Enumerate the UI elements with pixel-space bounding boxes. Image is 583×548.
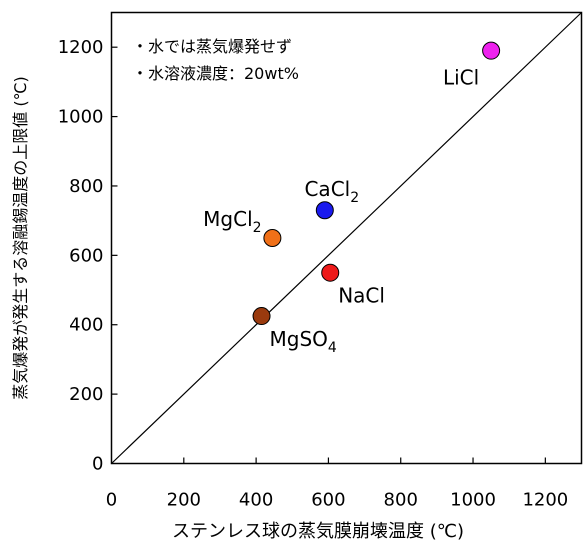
y-axis-ticks: 0 200 400 600 800 1000 1200 [58,37,118,474]
x-tick-label: 1000 [450,490,496,511]
data-point [322,264,339,281]
point-label-text: LiCl [443,66,479,90]
point-label-text: MgSO [270,327,328,351]
annotation-line: ・水溶液濃度：20wt% [132,64,299,83]
point-label-text: NaCl [338,284,385,308]
annotation-line: ・水では蒸気爆発せず [132,37,292,56]
y-axis-label: 蒸気爆発が発生する溶融錫温度の上限値 (℃) [11,76,30,400]
x-tick-label: 800 [384,490,418,511]
point-label-text: MgCl [203,207,252,231]
data-point [253,308,270,325]
x-axis-label: ステンレス球の蒸気膜崩壊温度 (℃) [172,521,464,542]
x-axis-ticks: 0 200 400 600 800 1000 1200 [106,458,568,511]
data-point [316,202,333,219]
point-label: LiCl [443,66,479,90]
x-tick-label: 600 [311,490,345,511]
point-label: CaCl2 [304,177,359,206]
y-tick-label: 800 [69,176,103,197]
x-tick-label: 1200 [522,490,568,511]
y-tick-label: 1200 [58,37,104,58]
x-tick-label: 400 [239,490,273,511]
annotation-box: ・水では蒸気爆発せず・水溶液濃度：20wt% [132,37,299,83]
point-label: NaCl [338,284,385,308]
point-label-text: CaCl [304,177,350,201]
point-label: MgSO4 [270,327,337,356]
point-label-subscript: 2 [253,220,262,236]
point-label-subscript: 4 [328,340,337,356]
point-label-subscript: 2 [350,190,359,206]
y-tick-label: 400 [69,315,103,336]
y-tick-label: 600 [69,245,103,266]
y-tick-label: 0 [92,454,103,475]
y-tick-label: 1000 [58,107,104,128]
data-point [483,42,500,59]
x-tick-label: 200 [167,490,201,511]
y-tick-label: 200 [69,384,103,405]
data-point [264,230,281,247]
point-label: MgCl2 [203,207,261,236]
x-tick-label: 0 [106,490,117,511]
